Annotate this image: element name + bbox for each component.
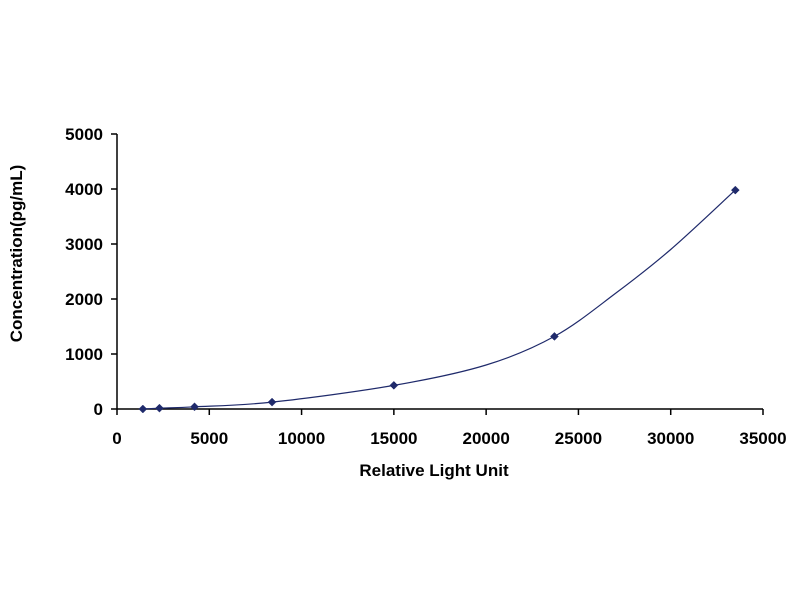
y-tick-label: 2000	[65, 290, 103, 309]
data-point	[155, 403, 164, 413]
fit-curve	[142, 189, 736, 410]
data-points	[138, 185, 740, 414]
x-tick-label: 20000	[463, 429, 510, 448]
data-point	[138, 404, 148, 414]
y-axis-title: Concentration(pg/mL)	[7, 165, 26, 343]
data-point	[389, 380, 399, 390]
data-point	[190, 402, 199, 412]
x-ticks: 0 5000 10000 15000 20000 25000 30000 35000	[112, 409, 787, 448]
data-point	[730, 185, 740, 195]
y-tick-label: 0	[94, 400, 103, 419]
y-tick-label: 5000	[65, 125, 103, 144]
y-ticks: 0 1000 2000 3000 4000 5000	[65, 125, 117, 419]
y-tick-label: 4000	[65, 180, 103, 199]
x-axis-title: Relative Light Unit	[359, 461, 509, 480]
x-tick-label: 0	[112, 429, 121, 448]
y-tick-label: 1000	[65, 345, 103, 364]
x-tick-label: 5000	[190, 429, 228, 448]
x-tick-label: 15000	[370, 429, 417, 448]
axes	[116, 134, 763, 410]
x-tick-label: 35000	[739, 429, 786, 448]
y-tick-label: 3000	[65, 235, 103, 254]
x-tick-label: 10000	[278, 429, 325, 448]
data-point	[267, 397, 277, 407]
data-point	[550, 332, 559, 341]
x-tick-label: 30000	[647, 429, 694, 448]
x-tick-label: 25000	[555, 429, 602, 448]
